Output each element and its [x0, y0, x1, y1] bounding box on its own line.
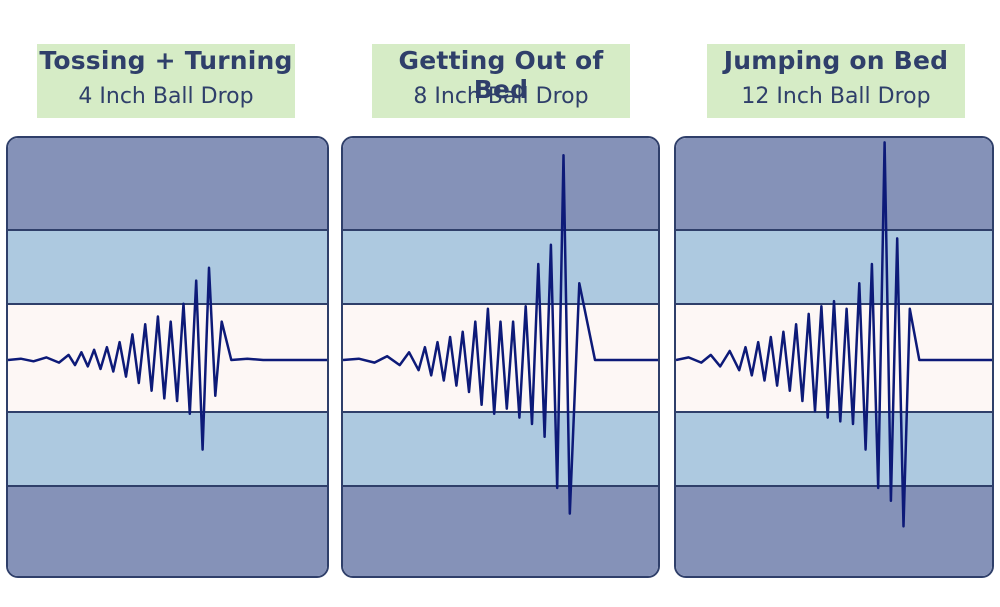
chart-panel-tossing-turning — [6, 136, 329, 578]
chart-panel-jumping-on-bed — [674, 136, 994, 578]
waveform-chart — [8, 138, 327, 576]
band-middle — [676, 412, 992, 486]
header-getting-out-of-bed: Getting Out of Bed 8 Inch Ball Drop — [372, 44, 630, 118]
waveform-line — [343, 153, 658, 515]
band-middle — [8, 412, 327, 486]
band-outer — [8, 486, 327, 576]
band-outer — [343, 138, 658, 230]
waveform-line — [676, 141, 992, 528]
band-outer — [343, 486, 658, 576]
band-middle — [343, 230, 658, 304]
waveform-chart — [343, 138, 658, 576]
chart-title: Getting Out of Bed — [398, 46, 604, 104]
chart-subtitle: 4 Inch Ball Drop — [78, 84, 254, 109]
header-jumping-on-bed: Jumping on Bed 12 Inch Ball Drop — [707, 44, 965, 118]
band-middle — [8, 230, 327, 304]
band-outer — [8, 138, 327, 230]
waveform-line — [8, 266, 327, 451]
chart-subtitle: 8 Inch Ball Drop — [413, 84, 589, 109]
band-outer — [676, 138, 992, 230]
chart-subtitle: 12 Inch Ball Drop — [741, 84, 931, 109]
chart-title: Jumping on Bed — [723, 46, 949, 75]
band-outer — [676, 486, 992, 576]
chart-panel-getting-out-of-bed — [341, 136, 660, 578]
band-middle — [343, 412, 658, 486]
chart-title: Tossing + Turning — [39, 46, 293, 75]
header-tossing-turning: Tossing + Turning 4 Inch Ball Drop — [37, 44, 295, 118]
waveform-chart — [676, 138, 992, 576]
band-middle — [676, 230, 992, 304]
